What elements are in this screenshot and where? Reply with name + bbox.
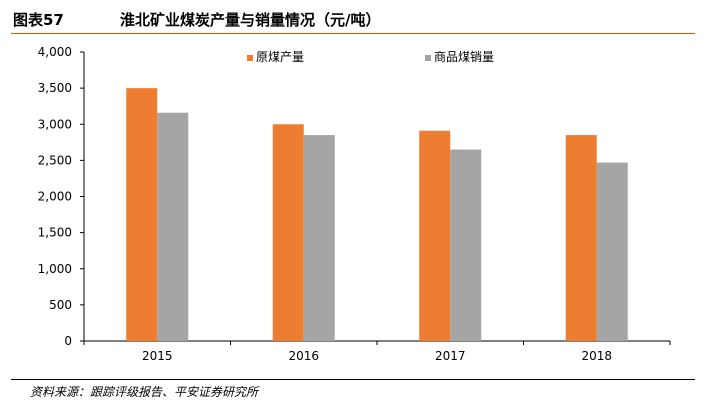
bar-2017-series-2 xyxy=(450,149,482,341)
legend-label-1: 原煤产量 xyxy=(256,50,304,64)
footer-rule xyxy=(11,379,695,380)
source-note: 资料来源：跟踪评级报告、平安证券研究所 xyxy=(30,385,259,399)
y-tick-label: 1,500 xyxy=(38,226,72,240)
x-tick-label: 2015 xyxy=(142,349,173,363)
legend-swatch-1 xyxy=(247,55,253,61)
chart-area: 0 500 1,000 1,500 2,000 2,500 3,000 3,500 4,000 2… xyxy=(0,36,706,376)
y-tick-label: 1,000 xyxy=(38,262,72,276)
bar-2018-series-1 xyxy=(565,135,597,341)
y-tick-label: 3,000 xyxy=(38,117,72,131)
bar-chart: 0 500 1,000 1,500 2,000 2,500 3,000 3,500 4,000 2… xyxy=(38,45,671,363)
chart-title: 淮北矿业煤炭产量与销量情况（元/吨） xyxy=(120,11,381,29)
bar-2015-series-2 xyxy=(157,112,189,341)
legend-label-2: 商品煤销量 xyxy=(434,49,494,64)
figure-header: 图表57 淮北矿业煤炭产量与销量情况（元/吨） xyxy=(0,0,706,36)
bar-2016-series-1 xyxy=(272,124,304,341)
bar-2018-series-2 xyxy=(596,162,628,341)
bar-2017-series-1 xyxy=(419,130,451,341)
x-tick-label: 2017 xyxy=(435,349,466,363)
x-tick-label: 2016 xyxy=(288,349,319,363)
y-tick-label: 4,000 xyxy=(38,45,72,59)
legend-swatch-2 xyxy=(425,55,431,61)
y-tick-label: 2,500 xyxy=(38,153,72,167)
header-rule xyxy=(11,33,695,34)
figure-label: 图表57 xyxy=(13,11,64,29)
bar-2015-series-1 xyxy=(126,88,158,341)
y-tick-label: 500 xyxy=(49,298,72,312)
y-tick-label: 0 xyxy=(64,334,72,348)
y-tick-label: 3,500 xyxy=(38,81,72,95)
x-tick-label: 2018 xyxy=(581,349,612,363)
bar-2016-series-2 xyxy=(303,135,335,341)
y-tick-label: 2,000 xyxy=(38,190,72,204)
